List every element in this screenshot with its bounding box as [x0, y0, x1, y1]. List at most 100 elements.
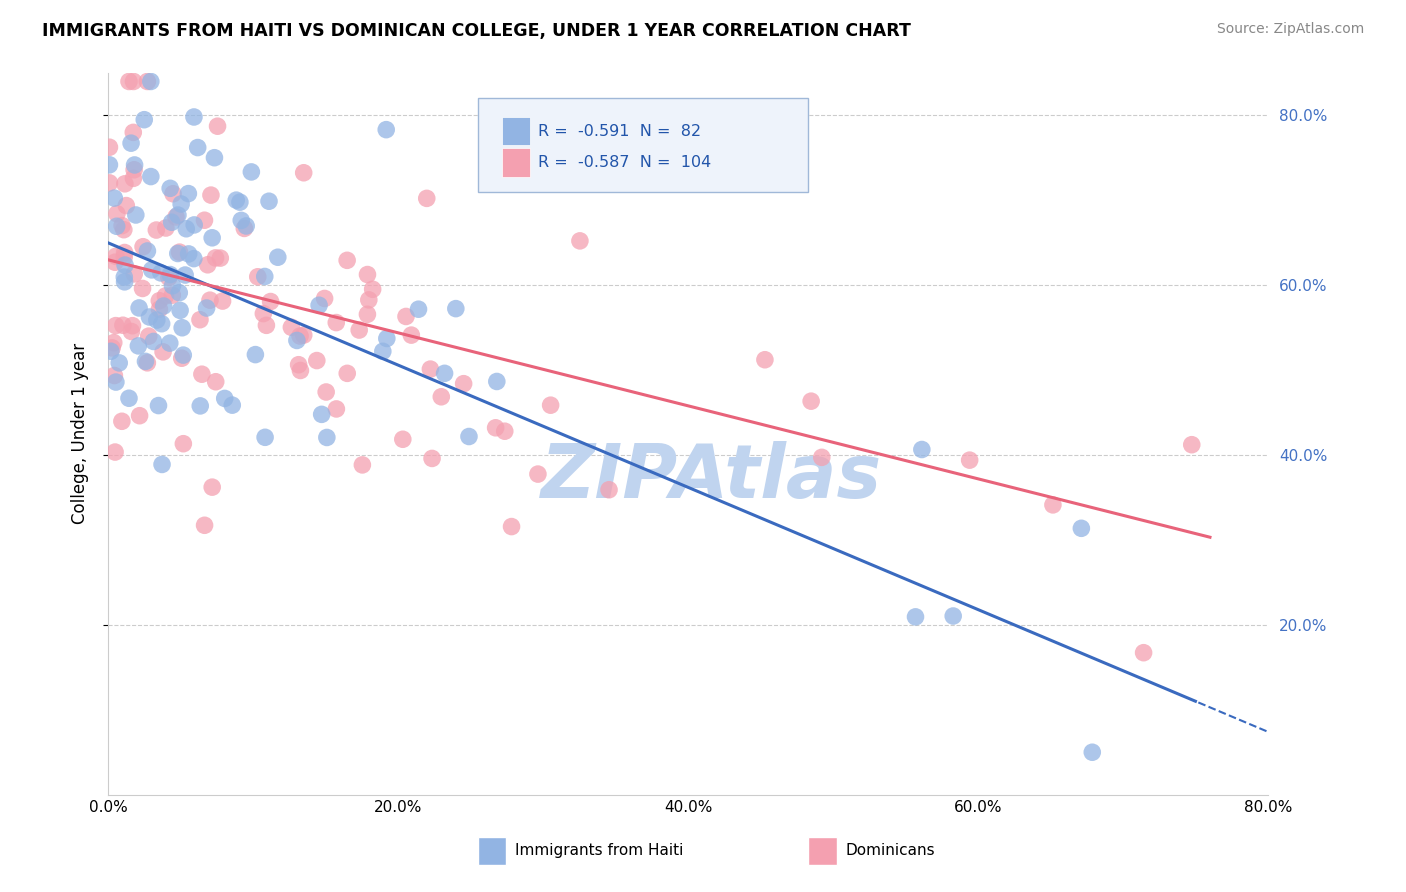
Point	[103, 335, 125, 350]
Point	[800, 394, 823, 409]
Point	[122, 171, 145, 186]
Point	[200, 188, 222, 202]
Point	[104, 375, 127, 389]
Point	[120, 325, 142, 339]
Point	[146, 313, 169, 327]
Point	[430, 390, 453, 404]
Point	[391, 432, 413, 446]
Point	[152, 299, 174, 313]
Point	[420, 451, 443, 466]
Point	[141, 263, 163, 277]
Point	[188, 399, 211, 413]
Point	[148, 399, 170, 413]
Point	[122, 74, 145, 88]
Point	[1181, 438, 1204, 452]
Point	[211, 294, 233, 309]
Point	[98, 176, 121, 190]
Text: R =  -0.591  N =  82: R = -0.591 N = 82	[538, 124, 702, 138]
Point	[170, 197, 193, 211]
Point	[169, 303, 191, 318]
Point	[172, 436, 194, 450]
Point	[103, 368, 125, 383]
Point	[131, 281, 153, 295]
Point	[134, 354, 156, 368]
Point	[172, 348, 194, 362]
Point	[356, 268, 378, 282]
Point	[138, 329, 160, 343]
Point	[128, 301, 150, 315]
Point	[225, 193, 247, 207]
Point	[169, 245, 191, 260]
Point	[98, 140, 121, 154]
Point	[904, 610, 927, 624]
Point	[315, 384, 337, 399]
Point	[136, 356, 159, 370]
Point	[357, 293, 380, 307]
Point	[201, 231, 224, 245]
Text: IMMIGRANTS FROM HAITI VS DOMINICAN COLLEGE, UNDER 1 YEAR CORRELATION CHART: IMMIGRANTS FROM HAITI VS DOMINICAN COLLE…	[42, 22, 911, 40]
Point	[485, 375, 508, 389]
Point	[134, 112, 156, 127]
Point	[308, 298, 330, 312]
Point	[375, 331, 398, 345]
Point	[375, 122, 398, 136]
Point	[209, 251, 232, 265]
Point	[416, 191, 439, 205]
Point	[204, 375, 226, 389]
Point	[245, 348, 267, 362]
Point	[166, 246, 188, 260]
Point	[191, 368, 214, 382]
Point	[98, 158, 121, 172]
Point	[174, 268, 197, 282]
Point	[183, 218, 205, 232]
Point	[111, 318, 134, 333]
Point	[111, 414, 134, 428]
Point	[100, 344, 122, 359]
Point	[401, 328, 423, 343]
Point	[104, 445, 127, 459]
Point	[254, 318, 277, 333]
Point	[114, 177, 136, 191]
Point	[195, 301, 218, 315]
Point	[204, 151, 226, 165]
Point	[325, 401, 347, 416]
Text: Dominicans: Dominicans	[845, 844, 935, 858]
Point	[267, 250, 290, 264]
Point	[148, 293, 170, 308]
Point	[246, 269, 269, 284]
Point	[139, 169, 162, 184]
Point	[240, 165, 263, 179]
Point	[233, 221, 256, 235]
Point	[198, 293, 221, 308]
Point	[501, 519, 523, 533]
Point	[122, 267, 145, 281]
Point	[311, 408, 333, 422]
Point	[183, 110, 205, 124]
Point	[395, 310, 418, 324]
Point	[103, 191, 125, 205]
Point	[142, 334, 165, 349]
Point	[257, 194, 280, 209]
Point	[188, 312, 211, 326]
Point	[201, 480, 224, 494]
Point	[315, 430, 337, 444]
Point	[252, 307, 274, 321]
Point	[292, 328, 315, 343]
Point	[254, 430, 277, 444]
Point	[108, 356, 131, 370]
Point	[159, 181, 181, 195]
Point	[170, 351, 193, 366]
Point	[104, 318, 127, 333]
Point	[444, 301, 467, 316]
Point	[155, 289, 177, 303]
Point	[172, 320, 194, 334]
Point	[361, 282, 384, 296]
Point	[540, 398, 562, 412]
Point	[152, 344, 174, 359]
Point	[138, 310, 160, 324]
Point	[121, 318, 143, 333]
Point	[159, 336, 181, 351]
Point	[112, 270, 135, 285]
Point	[150, 317, 173, 331]
Point	[122, 125, 145, 139]
